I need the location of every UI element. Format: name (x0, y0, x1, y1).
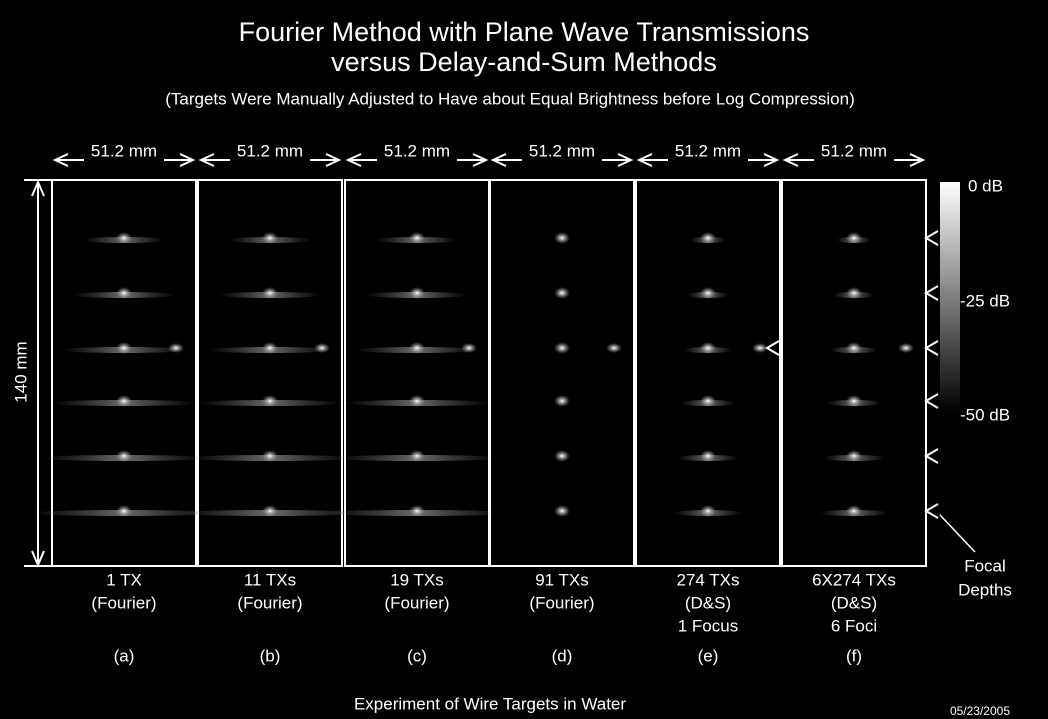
target (898, 343, 914, 353)
target (116, 395, 132, 407)
target (846, 395, 862, 407)
caption: (D&S) (831, 593, 877, 612)
target (700, 450, 716, 462)
focal-marker (926, 341, 938, 355)
focal-marker (926, 394, 938, 408)
target (554, 232, 570, 244)
focal-marker (926, 504, 938, 518)
caption: 19 TXs (390, 570, 444, 589)
target (606, 343, 622, 353)
target (554, 342, 570, 354)
target (409, 287, 425, 299)
focal-marker (926, 231, 938, 245)
title-line: Fourier Method with Plane Wave Transmiss… (239, 17, 810, 47)
caption: (Fourier) (91, 593, 156, 612)
caption: (Fourier) (237, 593, 302, 612)
panel-letter: (b) (260, 646, 281, 665)
colorbar-label: -25 dB (960, 291, 1010, 310)
caption: (Fourier) (529, 593, 594, 612)
target (846, 342, 862, 354)
target (116, 342, 132, 354)
target (116, 505, 132, 517)
target (409, 450, 425, 462)
panel-letter: (d) (552, 646, 573, 665)
subtitle: (Targets Were Manually Adjusted to Have … (165, 89, 855, 108)
footer: Experiment of Wire Targets in Water (354, 694, 626, 713)
target (700, 342, 716, 354)
target (262, 287, 278, 299)
target (409, 505, 425, 517)
target (700, 232, 716, 244)
panel-letter: (a) (114, 646, 135, 665)
target (409, 395, 425, 407)
panel-letter: (e) (698, 646, 719, 665)
target (846, 287, 862, 299)
target (116, 232, 132, 244)
height-label: 140 mm (11, 341, 30, 402)
caption: 6 Foci (831, 616, 877, 635)
target (314, 343, 330, 353)
colorbar-label: -50 dB (960, 405, 1010, 424)
annotation-pointer (940, 515, 975, 552)
target (554, 395, 570, 407)
colorbar-label: 0 dB (968, 176, 1003, 195)
caption: 91 TXs (535, 570, 589, 589)
width-label: 51.2 mm (384, 141, 450, 160)
caption: (Fourier) (384, 593, 449, 612)
target (262, 342, 278, 354)
panel-letter: (f) (846, 646, 862, 665)
target (700, 395, 716, 407)
colorbar (940, 182, 960, 412)
target (262, 505, 278, 517)
caption: 6X274 TXs (812, 570, 896, 589)
target (700, 505, 716, 517)
width-label: 51.2 mm (675, 141, 741, 160)
target (461, 343, 477, 353)
target (846, 450, 862, 462)
caption: 274 TXs (676, 570, 739, 589)
target (168, 343, 184, 353)
annotation: Focal (964, 556, 1006, 575)
target (116, 450, 132, 462)
target (262, 450, 278, 462)
target (116, 287, 132, 299)
focal-marker (926, 286, 938, 300)
caption: 1 TX (106, 570, 142, 589)
target (554, 505, 570, 517)
figure: Fourier Method with Plane Wave Transmiss… (0, 0, 1048, 719)
width-label: 51.2 mm (529, 141, 595, 160)
target (409, 342, 425, 354)
target (700, 287, 716, 299)
caption: 1 Focus (678, 616, 738, 635)
caption: 11 TXs (244, 570, 296, 589)
target (846, 232, 862, 244)
focal-marker (926, 449, 938, 463)
target (409, 232, 425, 244)
title-line: versus Delay-and-Sum Methods (331, 47, 717, 77)
date: 05/23/2005 (950, 704, 1010, 718)
target (554, 450, 570, 462)
panel-letter: (c) (407, 646, 427, 665)
target (262, 395, 278, 407)
width-label: 51.2 mm (821, 141, 887, 160)
annotation: Depths (958, 580, 1012, 599)
target (262, 232, 278, 244)
width-label: 51.2 mm (237, 141, 303, 160)
target (554, 287, 570, 299)
target (846, 505, 862, 517)
width-label: 51.2 mm (91, 141, 157, 160)
caption: (D&S) (685, 593, 731, 612)
